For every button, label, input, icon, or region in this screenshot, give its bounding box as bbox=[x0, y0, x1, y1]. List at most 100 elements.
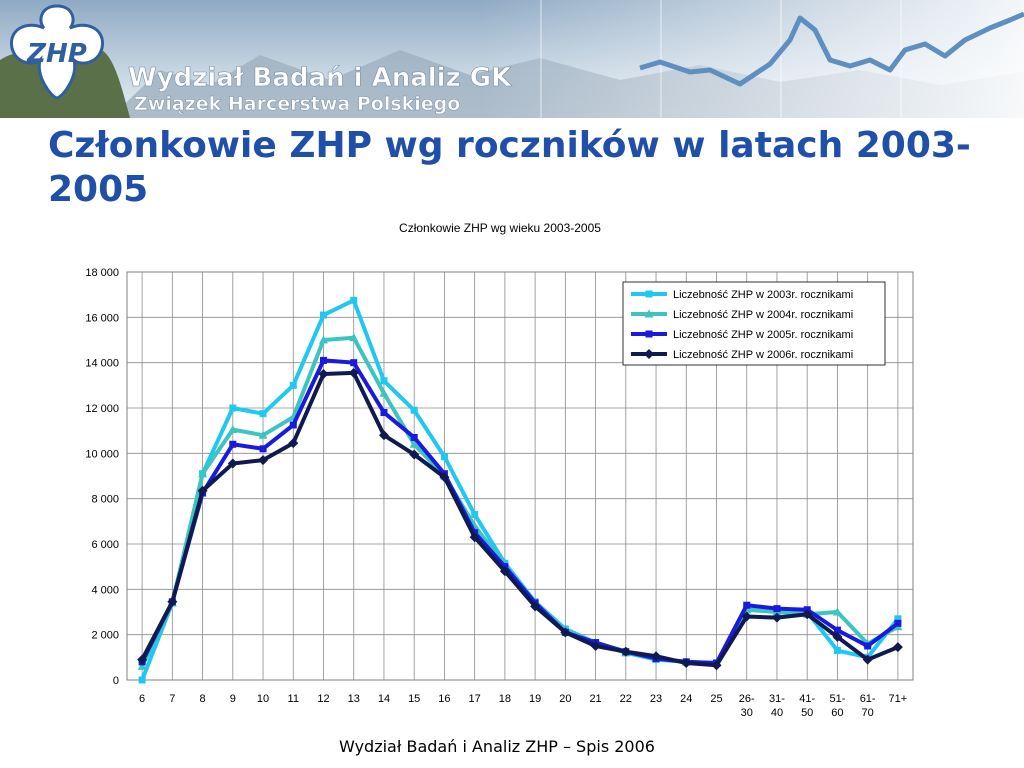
data-point bbox=[771, 612, 782, 623]
series-line bbox=[140, 370, 899, 668]
y-tick-label: 6 000 bbox=[91, 539, 119, 551]
y-tick-label: 8 000 bbox=[91, 494, 119, 506]
data-point bbox=[259, 445, 267, 453]
data-point bbox=[289, 421, 297, 429]
data-point bbox=[197, 485, 208, 496]
data-point bbox=[137, 654, 148, 665]
x-tick-label: 19 bbox=[529, 693, 541, 705]
x-tick-label: 18 bbox=[499, 693, 511, 705]
data-point bbox=[864, 642, 872, 650]
x-tick-label: 16 bbox=[438, 693, 450, 705]
line-chart: Członkowie ZHP wg wieku 2003-2005 0 2 000… bbox=[85, 221, 914, 719]
data-point bbox=[258, 455, 269, 466]
banner-fade bbox=[480, 0, 1024, 118]
y-tick-label: 14 000 bbox=[85, 358, 119, 370]
data-point bbox=[348, 367, 359, 378]
data-point bbox=[229, 440, 237, 448]
y-tick-label: 18 000 bbox=[85, 267, 119, 279]
plot-area: 0 2 000 4 000 6 000 8 000 10 000 12 000 14 000 1… bbox=[85, 267, 914, 719]
data-point bbox=[259, 410, 267, 418]
data-point bbox=[892, 642, 903, 653]
data-point bbox=[227, 458, 238, 469]
data-point bbox=[530, 601, 541, 612]
data-point bbox=[833, 626, 841, 634]
zhp-logo-text: ZHP bbox=[26, 39, 87, 69]
data-point bbox=[410, 406, 418, 414]
footer-text: Wydział Badań i Analiz ZHP – Spis 2006 bbox=[339, 737, 655, 756]
data-point bbox=[258, 430, 268, 439]
data-point bbox=[350, 359, 358, 367]
y-tick-label: 12 000 bbox=[85, 403, 119, 415]
data-point bbox=[198, 469, 208, 478]
data-point bbox=[620, 646, 631, 657]
data-point bbox=[410, 433, 418, 441]
data-point bbox=[499, 566, 510, 577]
legend-marker bbox=[644, 309, 654, 318]
data-point bbox=[349, 333, 359, 342]
banner-line2: Związek Harcerstwa Polskiego bbox=[134, 93, 460, 115]
data-point bbox=[137, 661, 147, 670]
chart-title: Członkowie ZHP wg wieku 2003-2005 bbox=[399, 221, 601, 235]
zhp-lily-icon bbox=[9, 4, 105, 100]
x-tick-label: 6 bbox=[139, 693, 145, 705]
x-tick-label: 8 bbox=[200, 693, 206, 705]
legend-label: Liczebność ZHP w 2003r. rocznikami bbox=[673, 289, 853, 301]
data-point bbox=[138, 676, 146, 684]
y-tick-label: 10 000 bbox=[85, 448, 119, 460]
x-tick-label: 11 bbox=[288, 693, 299, 705]
series-line bbox=[140, 358, 900, 665]
x-tick-label: 26-30 bbox=[739, 693, 755, 719]
series-2006 bbox=[140, 370, 899, 668]
data-point bbox=[802, 609, 813, 620]
data-point bbox=[743, 601, 751, 609]
y-tick-label: 2 000 bbox=[91, 630, 119, 642]
data-point bbox=[773, 605, 781, 613]
y-tick-label: 16 000 bbox=[85, 312, 119, 324]
banner-trend-line bbox=[639, 11, 1024, 87]
x-tick-label: 10 bbox=[257, 693, 269, 705]
data-point bbox=[288, 438, 299, 449]
x-tick-label: 23 bbox=[650, 693, 662, 705]
data-point bbox=[894, 619, 902, 627]
data-point bbox=[378, 430, 389, 441]
legend-marker bbox=[644, 349, 654, 359]
data-point bbox=[409, 449, 420, 460]
x-tick-label: 12 bbox=[317, 693, 329, 705]
x-tick-label: 17 bbox=[469, 693, 481, 705]
x-tick-label: 7 bbox=[169, 693, 175, 705]
data-point bbox=[409, 439, 419, 448]
x-tick-label: 71+ bbox=[889, 693, 908, 705]
data-point bbox=[681, 658, 692, 668]
data-point bbox=[350, 296, 358, 304]
data-point bbox=[318, 369, 329, 379]
data-point bbox=[832, 607, 842, 616]
data-point bbox=[560, 627, 571, 638]
data-point bbox=[228, 425, 238, 434]
data-point bbox=[380, 409, 388, 417]
data-point bbox=[862, 654, 873, 665]
x-tick-label: 13 bbox=[348, 693, 360, 705]
legend-label: Liczebność ZHP w 2004r. rocznikami bbox=[673, 309, 853, 321]
slide-title: Członkowie ZHP wg roczników w latach 200… bbox=[48, 125, 971, 210]
zhp-logo: ZHP bbox=[9, 4, 105, 100]
x-tick-label: 22 bbox=[620, 693, 632, 705]
legend-label: Liczebność ZHP w 2005r. rocznikami bbox=[673, 329, 853, 341]
banner-graphic: ZHP Wydział Badań i Analiz GK Związek Ha… bbox=[0, 0, 1024, 118]
x-tick-label: 21 bbox=[589, 693, 601, 705]
y-tick-label: 0 bbox=[113, 675, 119, 687]
y-tick-label: 4 000 bbox=[91, 584, 119, 596]
x-tick-label: 61-70 bbox=[860, 693, 876, 719]
x-tick-label: 20 bbox=[559, 693, 571, 705]
series-2005 bbox=[140, 358, 900, 665]
data-point bbox=[380, 377, 388, 385]
x-tick-label: 9 bbox=[230, 693, 236, 705]
data-point bbox=[379, 388, 389, 397]
data-point bbox=[741, 611, 752, 622]
data-point bbox=[167, 596, 178, 607]
x-tick-label: 15 bbox=[408, 693, 420, 705]
x-tick-label: 25 bbox=[710, 693, 722, 705]
plot-frame bbox=[126, 271, 914, 681]
data-point bbox=[471, 511, 479, 519]
x-tick-label: 14 bbox=[378, 693, 390, 705]
data-point bbox=[833, 647, 841, 655]
